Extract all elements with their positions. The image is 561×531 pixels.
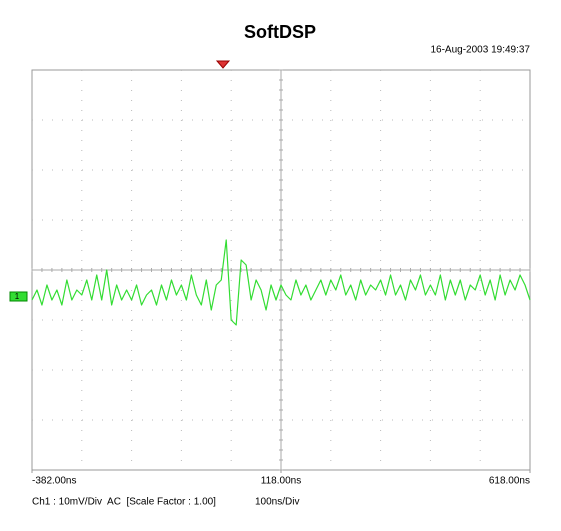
chart-title: SoftDSP <box>244 22 316 42</box>
grid <box>31 69 531 471</box>
trigger-marker <box>215 60 231 69</box>
x-tick-label: -382.00ns <box>32 476 76 487</box>
channel-label: 1 <box>15 292 20 301</box>
x-tick-label: 118.00ns <box>261 476 301 487</box>
channel-info: Ch1 : 10mV/Div AC [Scale Factor : 1.00] <box>32 497 216 508</box>
timebase: 100ns/Div <box>255 497 299 508</box>
x-tick-label: 618.00ns <box>489 476 530 487</box>
timestamp: 16-Aug-2003 19:49:37 <box>430 45 530 56</box>
waveform <box>31 239 531 326</box>
channel-marker <box>9 291 28 302</box>
